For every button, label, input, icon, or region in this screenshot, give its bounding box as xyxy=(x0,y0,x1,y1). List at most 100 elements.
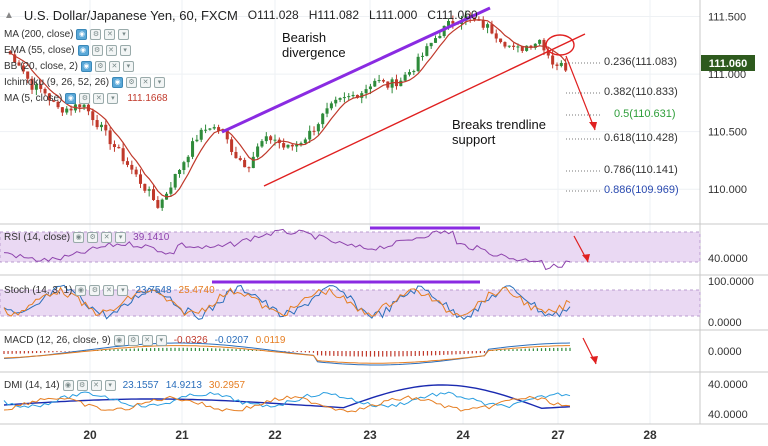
candle-body xyxy=(538,39,542,44)
candle-body xyxy=(407,72,411,75)
settings-icon[interactable]: ⚙ xyxy=(127,335,139,346)
break-ellipse xyxy=(545,34,575,56)
candle-body xyxy=(316,124,320,132)
stoch-axis-tick-100: 100.0000 xyxy=(708,276,754,288)
more-icon[interactable]: ▾ xyxy=(107,93,119,104)
dmi-legend-label: DMI (14, 14) xyxy=(4,380,60,391)
settings-icon[interactable]: ⚙ xyxy=(79,93,91,104)
eye-icon[interactable]: ◉ xyxy=(76,29,88,40)
candle-body xyxy=(364,89,368,94)
macd-signal-value: 0.0119 xyxy=(255,335,286,346)
more-icon[interactable]: ▾ xyxy=(118,29,130,40)
dmi-minus-value: 30.2957 xyxy=(208,380,246,391)
stoch-k-line xyxy=(3,284,571,320)
macd-line xyxy=(3,342,571,366)
settings-icon[interactable]: ⚙ xyxy=(91,45,103,56)
more-icon[interactable]: ▾ xyxy=(122,61,134,72)
overlay-ichimoku[interactable]: Ichimoku (9, 26, 52, 26) ◉ ⚙ ✕ ▾ xyxy=(4,77,166,88)
close-icon[interactable]: ✕ xyxy=(90,380,102,391)
overlay-ma200-label: MA (200, close) xyxy=(4,29,74,40)
stoch-legend[interactable]: Stoch (14, 3, 1) ◉ ⚙ ✕ ▾ 23.7548 25.4740 xyxy=(4,285,215,296)
candle-body xyxy=(295,144,299,147)
dmi-legend[interactable]: DMI (14, 14) ◉ ⚙ ✕ ▾ 23.1557 14.9213 30.… xyxy=(4,380,245,391)
candle-body xyxy=(360,93,364,98)
candle-body xyxy=(351,94,355,97)
fib-level-label: 0.786(110.141) xyxy=(604,164,678,176)
more-icon[interactable]: ▾ xyxy=(154,77,166,88)
rsi-legend[interactable]: RSI (14, close) ◉ ⚙ ✕ ▾ 39.1410 xyxy=(4,232,169,243)
overlay-bb[interactable]: BB (20, close, 2) ◉ ⚙ ✕ ▾ xyxy=(4,61,134,72)
candle-body xyxy=(525,45,529,51)
close-icon[interactable]: ✕ xyxy=(140,77,152,88)
eye-icon[interactable]: ◉ xyxy=(77,45,89,56)
close-icon[interactable]: ✕ xyxy=(105,45,117,56)
settings-icon[interactable]: ⚙ xyxy=(90,29,102,40)
close-icon[interactable]: ✕ xyxy=(141,335,153,346)
candle-body xyxy=(56,101,60,108)
candle-body xyxy=(447,21,451,26)
more-icon[interactable]: ▾ xyxy=(119,45,131,56)
rsi-value: 39.1410 xyxy=(133,232,170,243)
candle-body xyxy=(290,144,294,147)
overlay-ma200[interactable]: MA (200, close) ◉ ⚙ ✕ ▾ xyxy=(4,29,130,40)
candle-body xyxy=(481,19,485,28)
overlay-ema55[interactable]: EMA (55, close) ◉ ⚙ ✕ ▾ xyxy=(4,45,131,56)
close-icon[interactable]: ✕ xyxy=(108,61,120,72)
ohlc-low: L111.000 xyxy=(369,8,418,22)
time-axis-tick: 27 xyxy=(551,428,565,442)
candle-body xyxy=(334,99,338,104)
more-icon[interactable]: ▾ xyxy=(115,232,127,243)
settings-icon[interactable]: ⚙ xyxy=(126,77,138,88)
candle-body xyxy=(321,113,325,125)
candle-body xyxy=(438,35,442,39)
break-arrow xyxy=(565,55,596,131)
collapse-icon[interactable]: ▲ xyxy=(4,9,14,21)
ohlc-close: C111.060 xyxy=(427,8,478,22)
more-icon[interactable]: ▾ xyxy=(117,285,129,296)
time-axis-tick: 24 xyxy=(456,428,470,442)
candle-body xyxy=(473,17,477,20)
settings-icon[interactable]: ⚙ xyxy=(94,61,106,72)
eye-icon[interactable]: ◉ xyxy=(73,232,85,243)
fib-level-label: 0.5(110.631) xyxy=(614,108,676,120)
macd-legend-label: MACD (12, 26, close, 9) xyxy=(4,335,111,346)
settings-icon[interactable]: ⚙ xyxy=(87,232,99,243)
candle-body xyxy=(342,97,346,99)
settings-icon[interactable]: ⚙ xyxy=(76,380,88,391)
overlay-ma5-value: 111.1668 xyxy=(127,93,168,104)
candle-body xyxy=(108,130,112,145)
eye-icon[interactable]: ◉ xyxy=(62,380,74,391)
candles-group xyxy=(8,10,568,211)
candle-body xyxy=(195,139,199,142)
more-icon[interactable]: ▾ xyxy=(104,380,116,391)
candle-body xyxy=(117,147,121,149)
rsi-axis-tick: 40.0000 xyxy=(708,253,748,265)
candle-body xyxy=(169,187,173,194)
candle-body xyxy=(507,45,511,47)
overlay-ichimoku-label: Ichimoku (9, 26, 52, 26) xyxy=(4,77,110,88)
bearish-divergence-line xyxy=(221,6,491,134)
eye-icon[interactable]: ◉ xyxy=(75,285,87,296)
candle-body xyxy=(212,127,216,129)
overlay-ma5[interactable]: MA (5, close) ◉ ⚙ ✕ ▾ 111.1668 xyxy=(4,93,168,104)
candle-body xyxy=(555,64,559,66)
macd-hist-value: -0.0326 xyxy=(173,335,208,346)
close-icon[interactable]: ✕ xyxy=(93,93,105,104)
candle-body xyxy=(373,80,377,87)
candle-body xyxy=(230,139,234,152)
candle-body xyxy=(425,46,429,56)
close-icon[interactable]: ✕ xyxy=(103,285,115,296)
stoch-d-value: 25.4740 xyxy=(178,285,215,296)
close-icon[interactable]: ✕ xyxy=(104,29,116,40)
candle-body xyxy=(490,24,494,34)
more-icon[interactable]: ▾ xyxy=(155,335,167,346)
macd-legend[interactable]: MACD (12, 26, close, 9) ◉ ⚙ ✕ ▾ -0.0326 … xyxy=(4,335,285,346)
eye-icon[interactable]: ◉ xyxy=(80,61,92,72)
candle-body xyxy=(173,173,177,188)
eye-icon[interactable]: ◉ xyxy=(65,93,77,104)
eye-icon[interactable]: ◉ xyxy=(113,335,125,346)
close-icon[interactable]: ✕ xyxy=(101,232,113,243)
eye-icon[interactable]: ◉ xyxy=(112,77,124,88)
chart-header: ▲ U.S. Dollar/Japanese Yen, 60, FXCM O11… xyxy=(4,4,704,26)
settings-icon[interactable]: ⚙ xyxy=(89,285,101,296)
